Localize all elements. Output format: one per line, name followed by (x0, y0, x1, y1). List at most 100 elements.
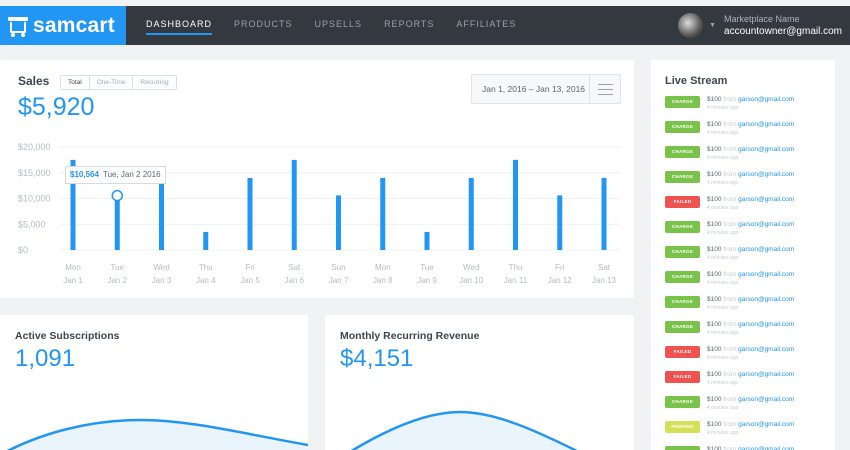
status-badge: CHARGE (665, 171, 700, 183)
event-amount: $100 (707, 146, 722, 153)
store-name: Marketplace Name (724, 14, 800, 24)
nav-products[interactable]: Products (234, 19, 293, 29)
stream-event[interactable]: CHARGE $100 from garson@gmail.com 4 minut… (665, 246, 831, 271)
menu-icon[interactable] (589, 75, 620, 103)
event-email[interactable]: garson@gmail.com (738, 446, 795, 450)
date-range-picker[interactable]: Jan 1, 2016 – Jan 13, 2016 (471, 74, 621, 104)
segment-recurring[interactable]: Recurring (140, 79, 169, 86)
status-badge: CHARGE (665, 121, 700, 133)
event-email[interactable]: garson@gmail.com (738, 346, 795, 353)
segment-total[interactable]: Total (61, 76, 90, 89)
event-email[interactable]: garson@gmail.com (738, 121, 795, 128)
event-amount: $100 (707, 396, 722, 403)
date-range-text[interactable]: Jan 1, 2016 – Jan 13, 2016 (482, 84, 586, 94)
event-text: $100 from garson@gmail.com 4 minutes ago (707, 196, 794, 212)
event-email[interactable]: garson@gmail.com (738, 321, 795, 328)
event-email[interactable]: garson@gmail.com (738, 271, 795, 278)
event-from: from (723, 321, 737, 328)
event-email[interactable]: garson@gmail.com (738, 146, 795, 153)
stream-event[interactable]: CHARGE $100 from garson@gmail.com 4 minut… (665, 446, 831, 450)
stream-event[interactable]: CHARGE $100 from garson@gmail.com 4 minut… (665, 396, 831, 421)
x-tick-date: Jan 8 (373, 276, 393, 285)
chart-bar (557, 195, 563, 250)
event-amount: $100 (707, 171, 722, 178)
live-stream-title: Live Stream (665, 75, 728, 87)
stream-event[interactable]: FAILED $100 from garson@gmail.com 4 minut… (665, 346, 831, 371)
stream-event[interactable]: FAILED $100 from garson@gmail.com 4 minut… (665, 371, 831, 396)
event-from: from (723, 446, 737, 450)
event-amount: $100 (707, 121, 722, 128)
event-amount: $100 (707, 371, 722, 378)
user-info: Marketplace Name accountowner@gmail.com (724, 14, 842, 37)
user-menu[interactable]: ▼ Marketplace Name accountowner@gmail.co… (678, 6, 842, 45)
avatar[interactable] (678, 13, 704, 38)
event-email[interactable]: garson@gmail.com (738, 196, 795, 203)
stream-event[interactable]: CHARGE $100 from garson@gmail.com 4 minut… (665, 171, 831, 196)
stream-event[interactable]: PENDING $100 from garson@gmail.com 4 minu… (665, 421, 831, 446)
chart-bar (468, 177, 474, 250)
event-from: from (723, 221, 737, 228)
nav-reports[interactable]: Reports (384, 19, 435, 29)
chart-bar (424, 231, 430, 250)
event-amount: $100 (707, 346, 722, 353)
sales-total: $5,920 (18, 93, 95, 121)
main-nav: Dashboard Products Upsells Reports Affil… (146, 6, 538, 45)
top-navbar: samcart Dashboard Products Upsells Repor… (0, 6, 850, 45)
x-tick-date: Jan 10 (459, 276, 484, 285)
chart-bar (159, 167, 164, 250)
event-email[interactable]: garson@gmail.com (738, 296, 795, 303)
event-text: $100 from garson@gmail.com 4 minutes ago (707, 296, 794, 312)
x-tick-date: Jan 1 (63, 276, 83, 285)
status-badge: CHARGE (665, 271, 700, 283)
event-from: from (723, 346, 737, 353)
cart-icon (8, 16, 28, 37)
event-email[interactable]: garson@gmail.com (738, 421, 795, 428)
stream-event[interactable]: CHARGE $100 from garson@gmail.com 4 minut… (665, 121, 831, 146)
stream-event[interactable]: CHARGE $100 from garson@gmail.com 4 minut… (665, 146, 831, 171)
subscriptions-trend-curve (6, 418, 308, 450)
x-tick-date: Jan 2 (107, 276, 127, 285)
mrr-value: $4,151 (340, 345, 414, 372)
tooltip-amount: $10,564 (70, 170, 99, 179)
x-tick-day: Thu (509, 263, 523, 272)
event-time: 4 minutes ago (707, 355, 739, 361)
event-text: $100 from garson@gmail.com 4 minutes ago (707, 271, 794, 287)
nav-affiliates[interactable]: Affiliates (456, 19, 517, 29)
event-email[interactable]: garson@gmail.com (738, 371, 795, 378)
chart-bar (380, 177, 386, 250)
stream-event[interactable]: CHARGE $100 from garson@gmail.com 4 minut… (665, 96, 831, 121)
stream-event[interactable]: CHARGE $100 from garson@gmail.com 4 minut… (665, 221, 831, 246)
event-text: $100 from garson@gmail.com 4 minutes ago (707, 121, 794, 137)
event-email[interactable]: garson@gmail.com (738, 246, 795, 253)
x-tick-date: Jan 6 (284, 276, 304, 285)
event-email[interactable]: garson@gmail.com (738, 221, 795, 228)
event-from: from (723, 121, 737, 128)
chevron-down-icon[interactable]: ▼ (709, 22, 717, 29)
event-from: from (723, 196, 737, 203)
nav-dashboard[interactable]: Dashboard (146, 6, 213, 35)
x-tick-date: Jan 3 (152, 276, 172, 285)
event-from: from (723, 246, 737, 253)
y-tick-label: $5,000 (18, 219, 46, 229)
x-tick-day: Fri (245, 263, 255, 272)
event-time: 4 minutes ago (707, 380, 739, 386)
event-from: from (723, 421, 737, 428)
event-email[interactable]: garson@gmail.com (738, 396, 795, 403)
sales-title: Sales (18, 74, 50, 88)
stream-event[interactable]: CHARGE $100 from garson@gmail.com 4 minut… (665, 296, 831, 321)
chart-bar (247, 177, 253, 250)
stream-event[interactable]: FAILED $100 from garson@gmail.com 4 minut… (665, 196, 831, 221)
mrr-trend-curve (350, 410, 578, 450)
nav-upsells[interactable]: Upsells (314, 19, 363, 29)
brand-logo[interactable]: samcart (0, 6, 126, 45)
stream-event[interactable]: CHARGE $100 from garson@gmail.com 4 minut… (665, 321, 831, 346)
sales-type-segmented-control: Total One-Time Recurring (60, 75, 177, 90)
event-email[interactable]: garson@gmail.com (738, 96, 795, 103)
stream-event[interactable]: CHARGE $100 from garson@gmail.com 4 minut… (665, 271, 831, 296)
status-badge: FAILED (665, 346, 700, 358)
event-email[interactable]: garson@gmail.com (738, 171, 795, 178)
x-tick-day: Sat (598, 263, 611, 272)
segment-one-time[interactable]: One-Time (90, 76, 134, 89)
event-amount: $100 (707, 246, 722, 253)
chart-bar (513, 159, 518, 250)
